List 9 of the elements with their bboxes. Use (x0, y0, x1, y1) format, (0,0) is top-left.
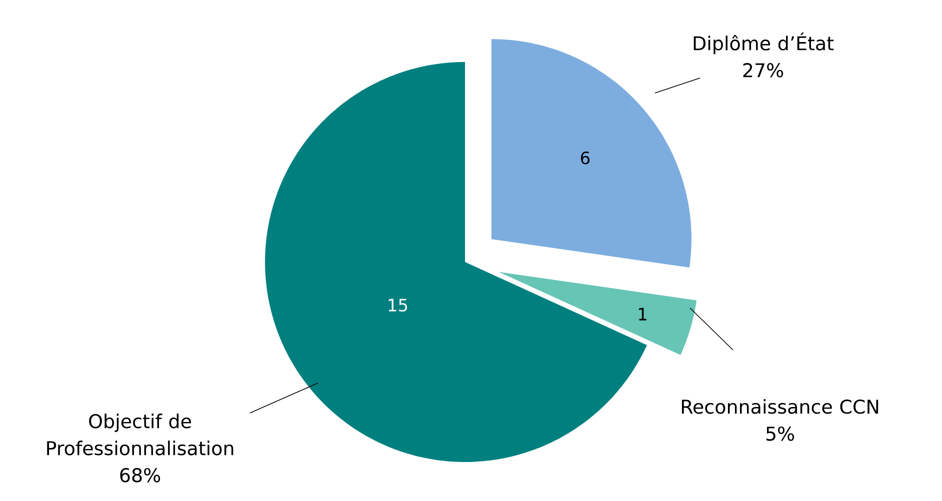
text: 5% (766, 426, 794, 441)
text: 27% (743, 63, 784, 78)
slice-label: Diplôme d’État (694, 32, 834, 54)
slice-label: Reconnaissance CCN (682, 399, 878, 414)
slice-label: Objectif de Professionnalisation (47, 414, 234, 456)
data-label: 6 (580, 151, 590, 164)
data-label: 15 (388, 298, 408, 312)
data-label: 1 (638, 308, 646, 320)
text: 68% (120, 468, 160, 482)
